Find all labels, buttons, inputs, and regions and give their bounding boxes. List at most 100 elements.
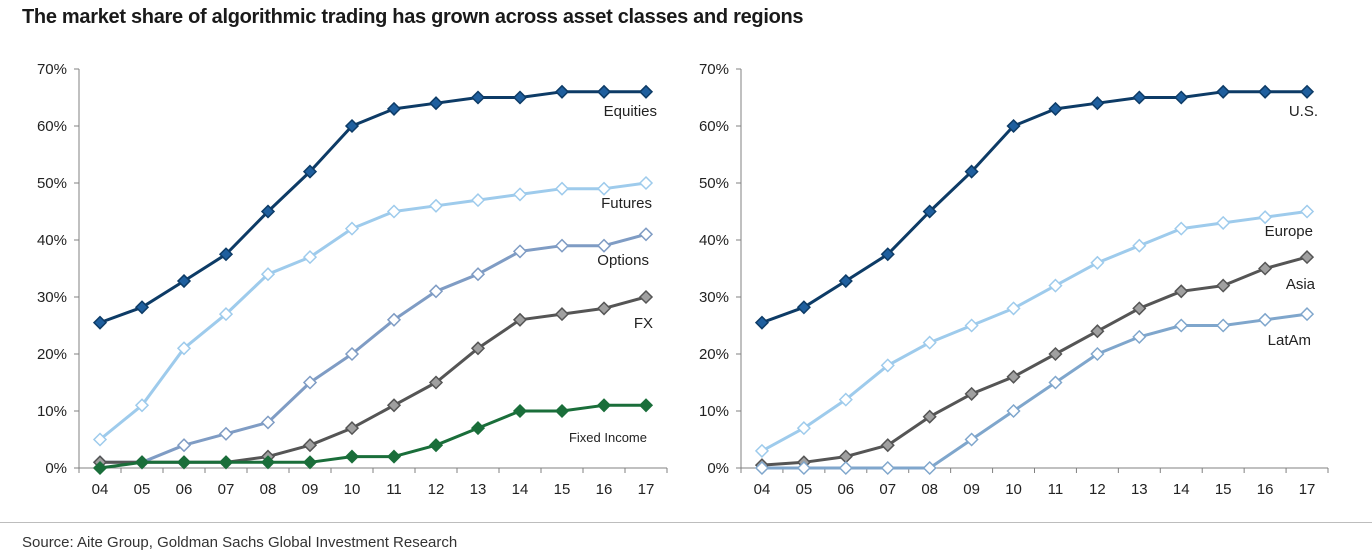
data-point-marker <box>302 455 318 470</box>
data-point-marker <box>1006 403 1021 419</box>
data-point-marker <box>1216 84 1231 99</box>
right-x-tick-label: 04 <box>754 481 771 498</box>
left-y-tick-label: 40% <box>37 232 67 249</box>
data-point-marker <box>470 193 486 208</box>
data-point-marker <box>880 358 895 373</box>
data-point-marker <box>1132 329 1147 344</box>
right-x-tick-label: 07 <box>879 481 896 498</box>
left-axes: 0% 10% 20% 30% 40% 50% 60% 70% 04 05 06 07 08 09 10 11 1… <box>37 61 668 498</box>
data-point-marker <box>92 432 108 447</box>
right-x-tick-label: 12 <box>1089 481 1106 498</box>
data-point-marker <box>386 101 402 116</box>
data-point-marker <box>428 198 444 213</box>
left-y-tick-label: 60% <box>37 118 67 135</box>
data-point-marker <box>880 438 895 453</box>
left-x-tick-label: 06 <box>176 481 193 498</box>
data-point-marker <box>596 181 612 196</box>
left-x-tick-label: 16 <box>596 481 613 498</box>
series-line <box>99 181 647 441</box>
chart-asset-classes: 0% 10% 20% 30% 40% 50% 60% 70% 04 05 06 07 08 09 10 11 1… <box>37 61 668 498</box>
data-point-marker <box>344 421 360 436</box>
data-point-marker <box>1006 301 1021 316</box>
right-y-tick-label: 30% <box>699 289 729 306</box>
data-point-marker <box>1090 346 1105 362</box>
data-point-marker <box>134 455 150 470</box>
data-point-marker <box>428 96 444 111</box>
right-series-u-s: U.S. <box>754 84 1318 330</box>
data-point-marker <box>1048 375 1063 390</box>
right-x-tick-label: 13 <box>1131 481 1148 498</box>
series-line <box>761 210 1308 453</box>
data-point-marker <box>1299 204 1315 219</box>
series-label: LatAm <box>1268 332 1311 349</box>
data-point-marker <box>218 247 234 262</box>
data-point-marker <box>470 90 486 105</box>
data-point-marker <box>838 449 853 464</box>
data-point-marker <box>596 398 612 413</box>
data-point-marker <box>880 247 895 262</box>
series-label: Europe <box>1265 223 1313 240</box>
data-point-marker <box>554 403 570 419</box>
data-point-marker <box>754 443 770 458</box>
data-point-marker <box>838 273 853 289</box>
left-y-tick-label: 10% <box>37 403 67 420</box>
data-point-marker <box>1299 84 1315 99</box>
series-label: FX <box>634 315 653 332</box>
data-point-marker <box>964 164 979 179</box>
data-point-marker <box>1132 301 1147 316</box>
data-point-marker <box>176 273 192 289</box>
data-point-marker <box>92 460 108 476</box>
data-point-marker <box>512 187 528 202</box>
data-point-marker <box>512 90 528 105</box>
data-point-marker <box>1090 255 1105 270</box>
data-point-marker <box>1216 215 1231 230</box>
series-label: Asia <box>1286 276 1316 293</box>
data-point-marker <box>428 284 444 299</box>
right-x-tick-label: 08 <box>921 481 938 498</box>
left-series-futures: Futures <box>92 175 654 447</box>
data-point-marker <box>344 118 360 134</box>
data-point-marker <box>386 312 402 327</box>
left-series-equities: Equities <box>92 84 657 330</box>
data-point-marker <box>470 341 486 356</box>
left-y-tick-label: 50% <box>37 175 67 192</box>
data-point-marker <box>596 238 612 253</box>
data-point-marker <box>922 204 937 219</box>
series-line <box>99 90 646 325</box>
data-point-marker <box>1299 307 1315 322</box>
right-series-europe: Europe <box>754 204 1315 458</box>
data-point-marker <box>796 460 811 476</box>
left-y-tick-label: 30% <box>37 289 67 306</box>
data-point-marker <box>1006 369 1021 384</box>
right-x-tick-label: 05 <box>796 481 813 498</box>
data-point-marker <box>554 84 570 99</box>
data-point-marker <box>1048 278 1063 293</box>
data-point-marker <box>302 375 318 390</box>
data-point-marker <box>344 346 360 362</box>
right-y-tick-label: 0% <box>707 460 729 477</box>
source-note: Source: Aite Group, Goldman Sachs Global… <box>22 534 458 551</box>
data-point-marker <box>302 250 318 265</box>
right-x-tick-label: 10 <box>1005 481 1022 498</box>
data-point-marker <box>218 426 234 441</box>
chart-title: The market share of algorithmic trading … <box>22 6 804 28</box>
series-line <box>762 312 1308 470</box>
data-point-marker <box>428 375 444 390</box>
data-point-marker <box>964 432 979 447</box>
footer-divider <box>0 522 1372 523</box>
data-point-marker <box>1216 318 1231 333</box>
data-point-marker <box>386 204 402 219</box>
right-axes: 0% 10% 20% 30% 40% 50% 60% 70% 04 05 06 07 08 09 10 11 1… <box>699 61 1329 498</box>
right-x-tick-label: 17 <box>1299 481 1316 498</box>
data-point-marker <box>554 238 570 253</box>
left-x-tick-label: 07 <box>218 481 235 498</box>
data-point-marker <box>260 455 276 470</box>
data-point-marker <box>134 398 150 413</box>
left-y-tick-label: 20% <box>37 346 67 363</box>
data-point-marker <box>134 300 150 315</box>
data-point-marker <box>964 386 979 401</box>
data-point-marker <box>92 315 108 330</box>
data-point-marker <box>596 301 612 316</box>
data-point-marker <box>880 460 895 476</box>
right-y-tick-label: 20% <box>699 346 729 363</box>
